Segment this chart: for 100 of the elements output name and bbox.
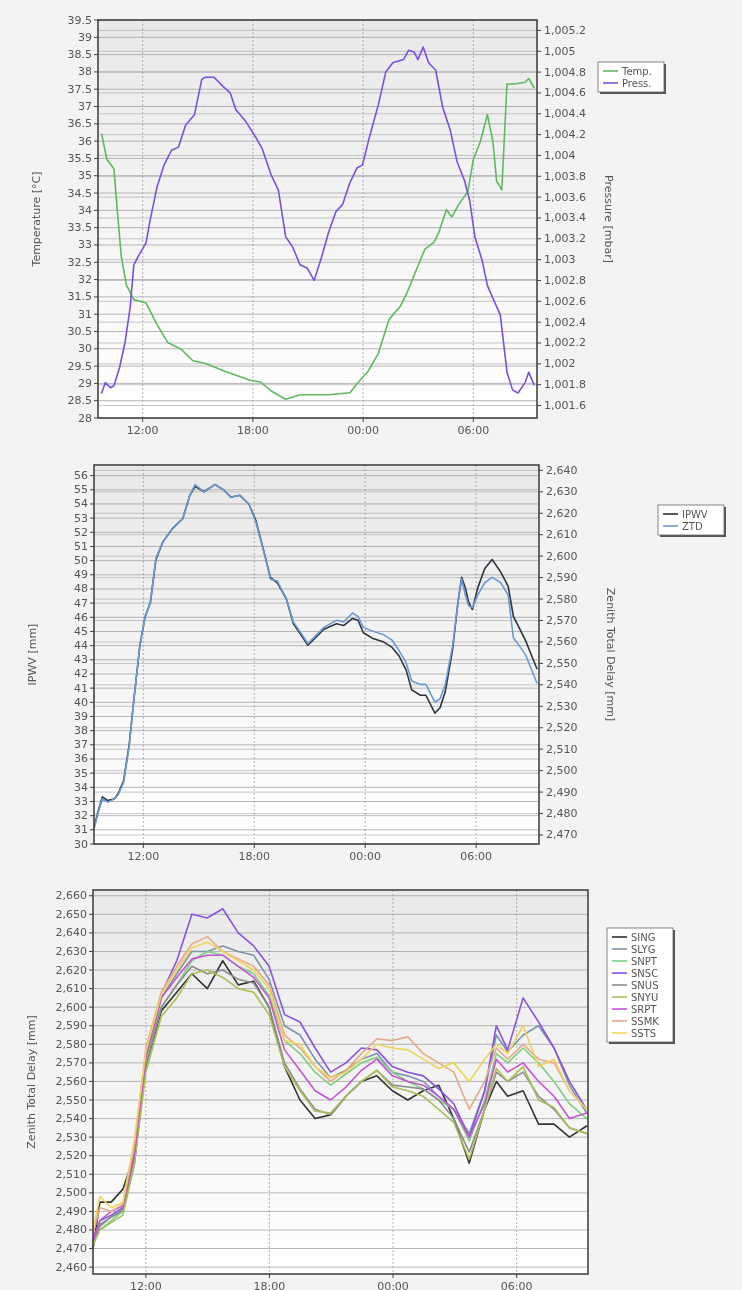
legend-label: ZTD	[682, 520, 703, 532]
y-tick-label: 40	[74, 695, 88, 709]
legend-label: Press.	[622, 77, 652, 89]
y-tick-label: 28	[78, 411, 92, 425]
legend-label: Temp.	[621, 65, 652, 77]
y-tick-label: 2,610	[55, 982, 87, 996]
legend-label: SSMK	[631, 1015, 660, 1027]
y2-tick-label: 2,580	[546, 592, 578, 606]
y-tick-label: 34	[74, 780, 88, 794]
y-tick-label: 2,480	[55, 1223, 87, 1237]
y2-tick-label: 2,530	[546, 699, 578, 713]
y-tick-label: 36	[74, 752, 88, 766]
y-tick-label: 39	[74, 709, 88, 723]
legend-label: SSTS	[631, 1027, 657, 1039]
y-tick-label: 2,640	[55, 926, 87, 940]
y2-axis-title: Pressure [mbar]	[602, 174, 615, 264]
legend-label: SLYG	[631, 943, 656, 955]
legend-label: SNYU	[631, 991, 659, 1003]
y2-tick-label: 2,570	[546, 614, 578, 627]
y2-tick-label: 2,500	[546, 764, 578, 778]
x-tick-label: 12:00	[127, 850, 160, 863]
y2-tick-label: 2,520	[546, 721, 578, 735]
x-tick-label: 00:00	[349, 850, 382, 863]
y-tick-label: 37	[78, 100, 92, 114]
y-tick-label: 28.5	[67, 394, 92, 408]
y-tick-label: 37.5	[67, 82, 92, 96]
y-tick-label: 34.5	[67, 186, 92, 200]
y-tick-label: 37	[74, 738, 88, 752]
y-tick-label: 38.5	[67, 48, 92, 62]
y2-axis-title: Zenith Total Delay [mm]	[604, 587, 617, 722]
y-axis-title: IPWV [mm]	[26, 623, 39, 686]
y-tick-label: 32.5	[67, 255, 92, 269]
y-tick-label: 30.5	[67, 324, 92, 338]
y-tick-label: 49	[74, 568, 88, 582]
y2-tick-label: 2,600	[546, 549, 578, 563]
y2-tick-label: 2,590	[546, 571, 578, 585]
y-tick-label: 44	[74, 639, 88, 653]
y-tick-label: 2,650	[55, 907, 87, 921]
y-tick-label: 2,470	[55, 1242, 87, 1256]
x-tick-label: 12:00	[130, 1280, 162, 1290]
y-tick-label: 33.5	[67, 221, 92, 235]
y2-tick-label: 2,560	[546, 635, 578, 649]
y-tick-label: 29.5	[67, 359, 92, 373]
y2-tick-label: 1,004.4	[544, 107, 586, 121]
legend-label: SRPT	[631, 1003, 658, 1015]
y2-tick-label: 2,640	[546, 463, 578, 477]
y-tick-label: 31	[74, 823, 88, 837]
legend-label: SNPT	[631, 955, 658, 967]
y-tick-label: 30	[74, 837, 88, 851]
y2-tick-label: 2,550	[546, 656, 578, 670]
y-tick-label: 2,550	[55, 1093, 87, 1107]
y-tick-label: 30	[78, 342, 92, 356]
x-tick-label: 00:00	[347, 424, 379, 437]
y-tick-label: 33	[78, 238, 92, 252]
legend-label: SNUS	[631, 979, 659, 991]
y-tick-label: 31	[78, 307, 92, 321]
y2-tick-label: 1,002.8	[544, 273, 586, 287]
x-tick-label: 12:00	[126, 424, 159, 437]
y2-tick-label: 1,004	[544, 148, 576, 162]
y2-tick-label: 1,004.8	[544, 65, 586, 79]
y2-tick-label: 1,003.8	[544, 169, 586, 183]
y2-tick-label: 2,630	[546, 485, 578, 499]
y2-tick-label: 1,001.6	[544, 399, 586, 412]
y2-tick-label: 2,610	[546, 528, 578, 542]
y-tick-label: 32	[74, 809, 88, 823]
y2-tick-label: 1,003	[544, 253, 576, 267]
y-tick-label: 2,580	[55, 1037, 87, 1051]
y2-tick-label: 1,005	[544, 44, 576, 58]
y-tick-label: 2,620	[55, 963, 87, 977]
x-tick-label: 18:00	[237, 424, 269, 437]
y-tick-label: 52	[74, 525, 88, 539]
y-tick-label: 51	[74, 539, 88, 553]
y-tick-label: 2,490	[55, 1204, 87, 1218]
y-tick-label: 2,600	[55, 1000, 87, 1014]
y-tick-label: 56	[74, 469, 88, 483]
legend-label: SNSC	[631, 967, 659, 979]
y-tick-label: 32	[78, 273, 92, 287]
x-tick-label: 18:00	[238, 850, 271, 863]
y-tick-label: 47	[74, 596, 88, 610]
y-tick-label: 36	[78, 134, 92, 148]
y-tick-label: 41	[74, 681, 88, 695]
y-tick-label: 48	[74, 582, 88, 596]
y2-tick-label: 1,003.6	[544, 190, 586, 204]
y-tick-label: 50	[74, 554, 88, 568]
y-tick-label: 2,560	[55, 1074, 87, 1088]
y-tick-label: 2,630	[55, 944, 87, 958]
y-tick-label: 29	[78, 376, 92, 390]
y-tick-label: 38	[78, 65, 92, 79]
y2-tick-label: 2,480	[546, 807, 578, 821]
y-tick-label: 38	[74, 724, 88, 738]
y-tick-label: 53	[74, 511, 88, 525]
y2-tick-label: 1,003.2	[544, 232, 586, 246]
x-tick-label: 18:00	[253, 1280, 286, 1290]
y-tick-label: 31.5	[67, 290, 92, 304]
y-tick-label: 2,500	[55, 1186, 87, 1200]
y-tick-label: 55	[74, 483, 88, 497]
x-tick-label: 06:00	[460, 850, 492, 863]
y-axis-title: Temperature [°C]	[30, 171, 43, 268]
y-tick-label: 45	[74, 624, 88, 638]
y-tick-label: 39	[78, 30, 92, 44]
